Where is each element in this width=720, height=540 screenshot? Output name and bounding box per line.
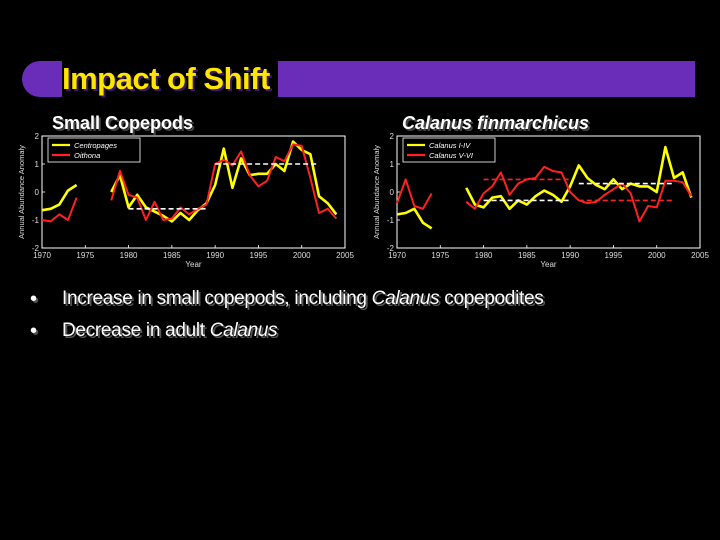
title-accent-bar (278, 61, 695, 97)
series-line-calanus-v-vi (396, 178, 433, 210)
x-tick-label: 1975 (76, 251, 94, 260)
x-axis-label: Year (540, 260, 557, 269)
title-accent-pill (22, 61, 62, 97)
x-tick-label: 1990 (206, 251, 224, 260)
series-line-centropages (41, 183, 78, 212)
x-tick-label: 1990 (561, 251, 579, 260)
x-tick-label: 1995 (250, 251, 268, 260)
x-axis-label: Year (185, 260, 202, 269)
y-tick-label: 0 (390, 188, 395, 197)
x-tick-label: 1985 (518, 251, 536, 260)
small-copepods-chart: 1970 1975 1980 1985 1990 1995 2000 2005 -2 -1 0 1 2 Y… (17, 132, 354, 269)
x-tick-label: 2005 (336, 251, 354, 260)
legend-label: Oithona (74, 151, 100, 160)
x-tick-label: 1975 (431, 251, 449, 260)
slide-title: Impact of Shift (62, 61, 270, 96)
bullet-marker: • (30, 288, 38, 310)
legend-label: Calanus I-IV (429, 141, 471, 150)
series-line-oithona (110, 143, 338, 221)
x-tick-label: 2000 (293, 251, 311, 260)
bullet-text-part: Decrease in adult (62, 320, 210, 341)
x-tick-label: 1995 (605, 251, 623, 260)
bullet-text-emphasis: Calanus (371, 288, 440, 309)
y-tick-label: -2 (387, 244, 395, 253)
x-tick-label: 1980 (120, 251, 138, 260)
x-tick-label: 1970 (388, 251, 406, 260)
y-tick-label: -1 (32, 216, 40, 225)
bullet-text: Decrease in adult Calanus (62, 320, 278, 342)
series-line-calanus-v-vi (465, 165, 693, 223)
y-axis-label: Annual Abundance Anomaly (372, 145, 381, 239)
y-axis-label: Annual Abundance Anomaly (17, 145, 26, 239)
slide-title-bar: Impact of Shift (22, 61, 695, 97)
series-line-calanus-i-iv (396, 207, 433, 230)
series-line-oithona (41, 197, 78, 223)
y-tick-label: 1 (35, 160, 40, 169)
y-tick-label: -2 (32, 244, 40, 253)
bullet-text: Increase in small copepods, including Ca… (62, 288, 544, 310)
bullet-marker: • (30, 320, 38, 342)
x-tick-label: 1980 (475, 251, 493, 260)
y-tick-label: 2 (35, 132, 40, 141)
bullet-text-part: Increase in small copepods, including (62, 288, 372, 309)
x-tick-label: 1970 (33, 251, 51, 260)
y-tick-label: 2 (390, 132, 395, 141)
legend-box (402, 137, 496, 163)
x-tick-label: 1985 (163, 251, 181, 260)
legend-label: Calanus V-VI (429, 151, 473, 160)
legend-label: Centropages (74, 141, 117, 150)
x-tick-label: 2005 (691, 251, 709, 260)
calanus-finmarchicus-chart: 1970 1975 1980 1985 1990 1995 2000 2005 -2 -1 0 1 2 Y… (372, 132, 709, 269)
y-tick-label: 1 (390, 160, 395, 169)
x-tick-label: 2000 (648, 251, 666, 260)
legend-box (47, 137, 141, 163)
y-tick-label: 0 (35, 188, 40, 197)
chart-title-calanus: Calanus finmarchicus (402, 113, 590, 133)
bullet-text-part: copepodites (439, 288, 544, 309)
y-tick-label: -1 (387, 216, 395, 225)
chart-title-small-copepods: Small Copepods (52, 113, 194, 133)
bullet-text-emphasis: Calanus (209, 320, 278, 341)
